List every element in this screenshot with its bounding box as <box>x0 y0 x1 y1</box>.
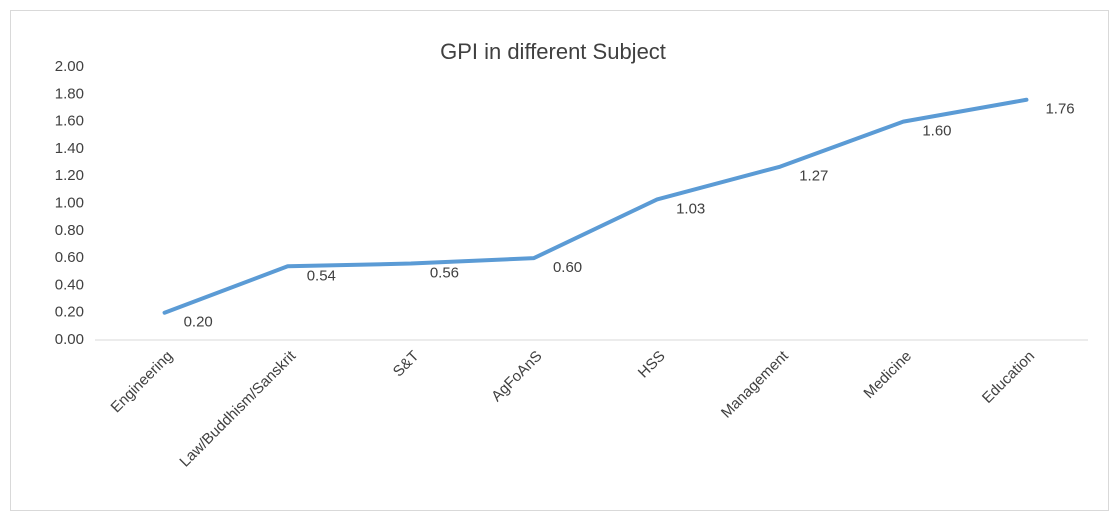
data-label: 0.20 <box>184 314 213 331</box>
data-label: 1.27 <box>799 168 828 185</box>
y-tick-label: 1.60 <box>55 113 84 130</box>
data-label: 0.54 <box>307 267 336 284</box>
y-tick-label: 0.60 <box>55 249 84 266</box>
y-tick-label: 0.80 <box>55 222 84 239</box>
line <box>162 97 1029 315</box>
y-tick-label: 0.40 <box>55 276 84 293</box>
y-tick-label: 1.00 <box>55 194 84 211</box>
y-tick-label: 1.80 <box>55 85 84 102</box>
chart-border <box>10 10 1109 511</box>
y-tick-label: 2.00 <box>55 58 84 75</box>
data-label: 0.60 <box>553 259 582 276</box>
data-label: 1.03 <box>676 200 705 217</box>
y-tick-label: 0.20 <box>55 304 84 321</box>
data-label: 0.56 <box>430 265 459 282</box>
y-tick-label: 0.00 <box>55 331 84 348</box>
data-label: 1.60 <box>922 123 951 140</box>
data-label: 1.76 <box>1045 101 1074 118</box>
y-tick-label: 1.40 <box>55 140 84 157</box>
y-tick-label: 1.20 <box>55 167 84 184</box>
chart-title: GPI in different Subject <box>440 39 666 64</box>
